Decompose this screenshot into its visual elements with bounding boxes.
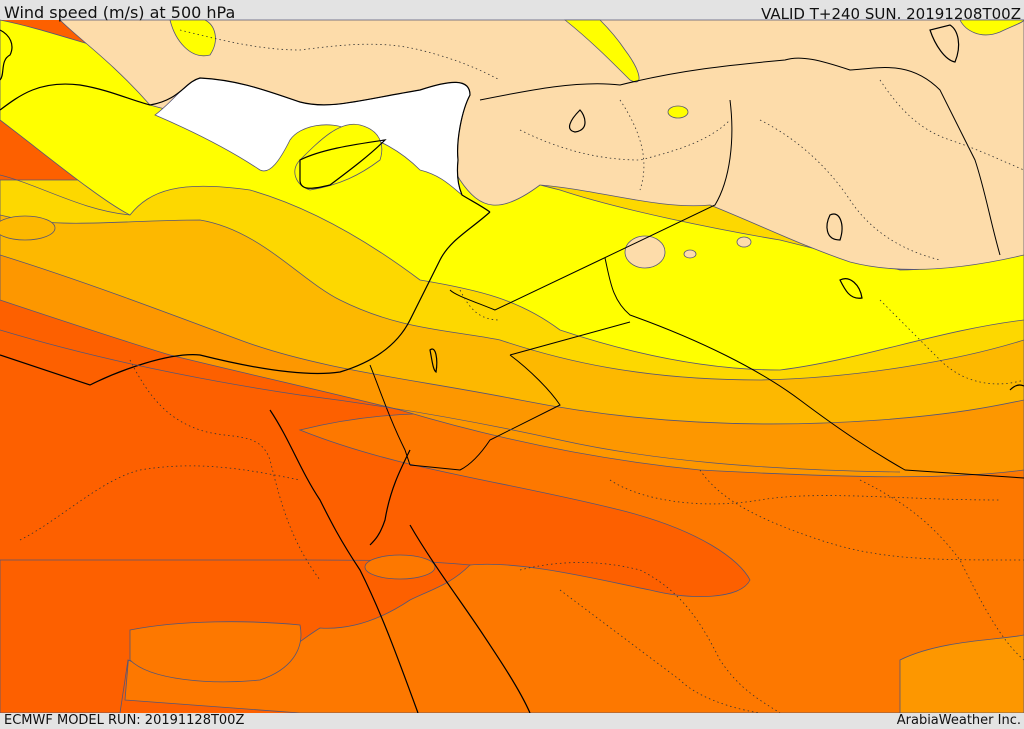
credit: ArabiaWeather Inc.	[896, 713, 1021, 728]
orange2-blob-se	[899, 634, 1024, 714]
tan-blob-2	[683, 249, 697, 259]
orange3-blob-1	[364, 554, 436, 580]
yellow-blob-4	[667, 105, 689, 119]
tan-blob-1	[624, 235, 666, 269]
internal-boundaries	[19, 29, 1024, 714]
borders	[369, 57, 1024, 479]
yellow-blob-2	[563, 19, 640, 83]
coastlines	[0, 24, 1024, 714]
model-run: ECMWF MODEL RUN: 20191128T00Z	[4, 713, 245, 728]
yellow-blob-1	[169, 19, 216, 57]
wind-contours	[0, 174, 901, 473]
footer-bar	[0, 713, 1024, 729]
map-title: Wind speed (m/s) at 500 hPa	[4, 3, 236, 22]
valid-time: VALID T+240 SUN. 20191208T00Z	[761, 5, 1021, 23]
tan-blob-3	[736, 236, 752, 248]
yellow-blob-3	[959, 19, 1024, 36]
orange3-blob-sw	[129, 621, 302, 683]
orange-blob-1	[0, 215, 56, 241]
header-bar	[0, 0, 1024, 20]
